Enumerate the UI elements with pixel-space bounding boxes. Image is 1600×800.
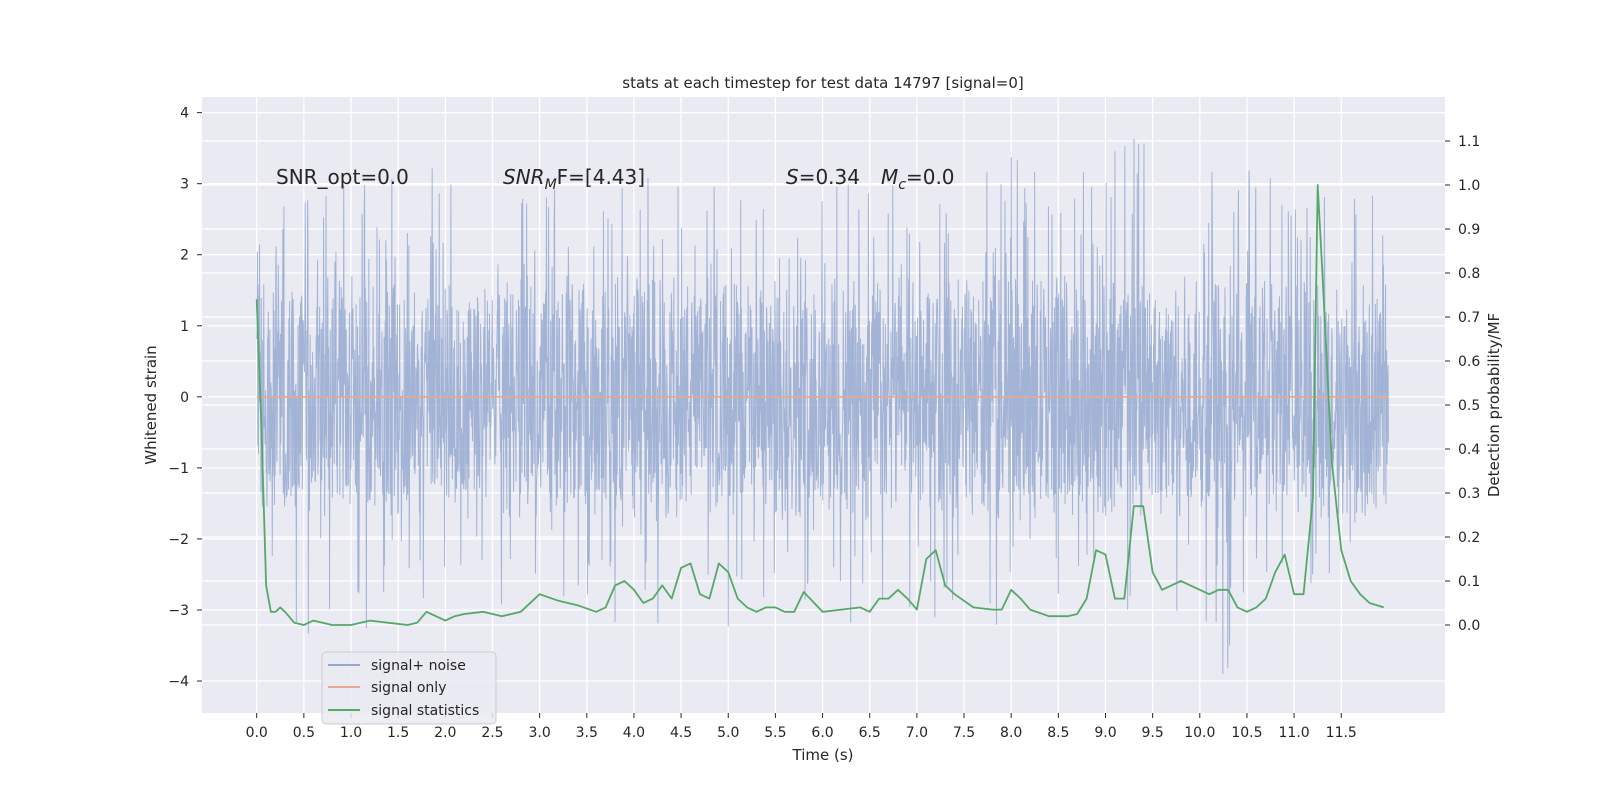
y2-tick-label: 0.7 [1458, 310, 1480, 326]
x-tick-label: 6.5 [859, 725, 881, 741]
x-tick-label: 10.5 [1231, 725, 1262, 741]
x-tick-label: 5.0 [717, 725, 739, 741]
x-tick-label: 0.0 [246, 725, 268, 741]
x-axis: 0.0 0.5 1.0 1.5 2.0 2.5 3.0 3.5 4.0 4.5 5.0 5.5 6.0 6… [246, 713, 1357, 741]
y-tick-label: 0 [180, 390, 189, 406]
y2-tick-label: 0.4 [1458, 442, 1480, 458]
annotations: SNR_opt=0.0 SNRMF=[4.43] S=0.34 Mc=0.0 [276, 165, 955, 193]
x-tick-label: 11.0 [1279, 725, 1310, 741]
y2-tick-label: 0.3 [1458, 486, 1480, 502]
x-tick-label: 2.5 [481, 725, 503, 741]
chart-title: stats at each timestep for test data 147… [622, 74, 1023, 92]
y2-tick-label: 0.2 [1458, 530, 1480, 546]
x-tick-label: 3.5 [576, 725, 598, 741]
y2-axis: 1.1 1.0 0.9 0.8 0.7 0.6 0.5 0.4 0.3 0.2 0.1 0.0 [1445, 134, 1480, 634]
annotation-snr-mf-base: SNR [503, 165, 545, 189]
annotation-mc-var: M [881, 165, 898, 189]
signal-statistics-series [255, 184, 1384, 626]
y2-tick-label: 1.0 [1458, 178, 1480, 194]
y2-axis-label: Detection probability/MF [1485, 313, 1503, 497]
y-tick-label: 3 [180, 177, 189, 193]
y-tick-label: 2 [180, 248, 189, 264]
legend: signal+ noise signal only signal statist… [321, 651, 497, 725]
x-tick-label: 8.5 [1047, 725, 1069, 741]
x-tick-label: 5.5 [764, 725, 786, 741]
y2-tick-label: 0.9 [1458, 222, 1480, 238]
x-tick-label: 7.0 [906, 725, 928, 741]
x-tick-label: 0.5 [293, 725, 315, 741]
x-tick-label: 4.5 [670, 725, 692, 741]
signal-noise-series [256, 138, 1389, 675]
y-axis-label: Whitened strain [142, 345, 160, 464]
annotation-snr-mf-sub: M [545, 177, 557, 193]
y-tick-label: −3 [168, 603, 189, 619]
legend-label-signal-only: signal only [371, 680, 446, 696]
annotation-mc-value: =0.0 [906, 165, 955, 189]
legend-label-signal-statistics: signal statistics [371, 703, 479, 719]
legend-box [321, 651, 497, 725]
y2-tick-label: 1.1 [1458, 134, 1480, 150]
annotation-snr-mf-rest: F=[4.43] [557, 165, 645, 189]
y-tick-label: −2 [168, 532, 189, 548]
x-tick-label: 8.0 [1000, 725, 1022, 741]
x-tick-label: 7.5 [953, 725, 975, 741]
signal-statistics-line [255, 184, 1384, 626]
y2-tick-label: 0.0 [1458, 618, 1480, 634]
annotation-snr-opt: SNR_opt=0.0 [276, 165, 409, 189]
y2-tick-label: 0.6 [1458, 354, 1480, 370]
x-tick-label: 6.0 [811, 725, 833, 741]
legend-label-signal-noise: signal+ noise [371, 658, 466, 674]
y-tick-label: 1 [180, 319, 189, 335]
y-axis: 4 3 2 1 0 −1 −2 −3 −4 [168, 106, 202, 690]
y2-tick-label: 0.5 [1458, 398, 1480, 414]
annotation-s: S=0.34 [786, 165, 860, 189]
x-tick-label: 2.0 [434, 725, 456, 741]
x-tick-label: 4.0 [623, 725, 645, 741]
y2-tick-label: 0.8 [1458, 266, 1480, 282]
annotation-s-value: =0.34 [799, 165, 860, 189]
x-tick-label: 1.5 [387, 725, 409, 741]
y-tick-label: 4 [180, 106, 189, 122]
annotation-snr-mf: SNRMF=[4.43] [503, 165, 645, 193]
x-tick-label: 9.0 [1094, 725, 1116, 741]
x-tick-label: 10.0 [1184, 725, 1215, 741]
x-axis-label: Time (s) [792, 746, 854, 764]
annotation-s-var: S [786, 165, 799, 189]
y-tick-label: −1 [168, 461, 189, 477]
y-tick-label: −4 [168, 674, 189, 690]
x-tick-label: 11.5 [1326, 725, 1357, 741]
x-tick-label: 3.0 [528, 725, 550, 741]
signal-noise-line [256, 138, 1389, 675]
annotation-mc-sub: c [898, 177, 906, 193]
x-tick-label: 1.0 [340, 725, 362, 741]
y2-tick-label: 0.1 [1458, 574, 1480, 590]
annotation-mc: Mc=0.0 [881, 165, 955, 193]
x-tick-label: 9.5 [1142, 725, 1164, 741]
